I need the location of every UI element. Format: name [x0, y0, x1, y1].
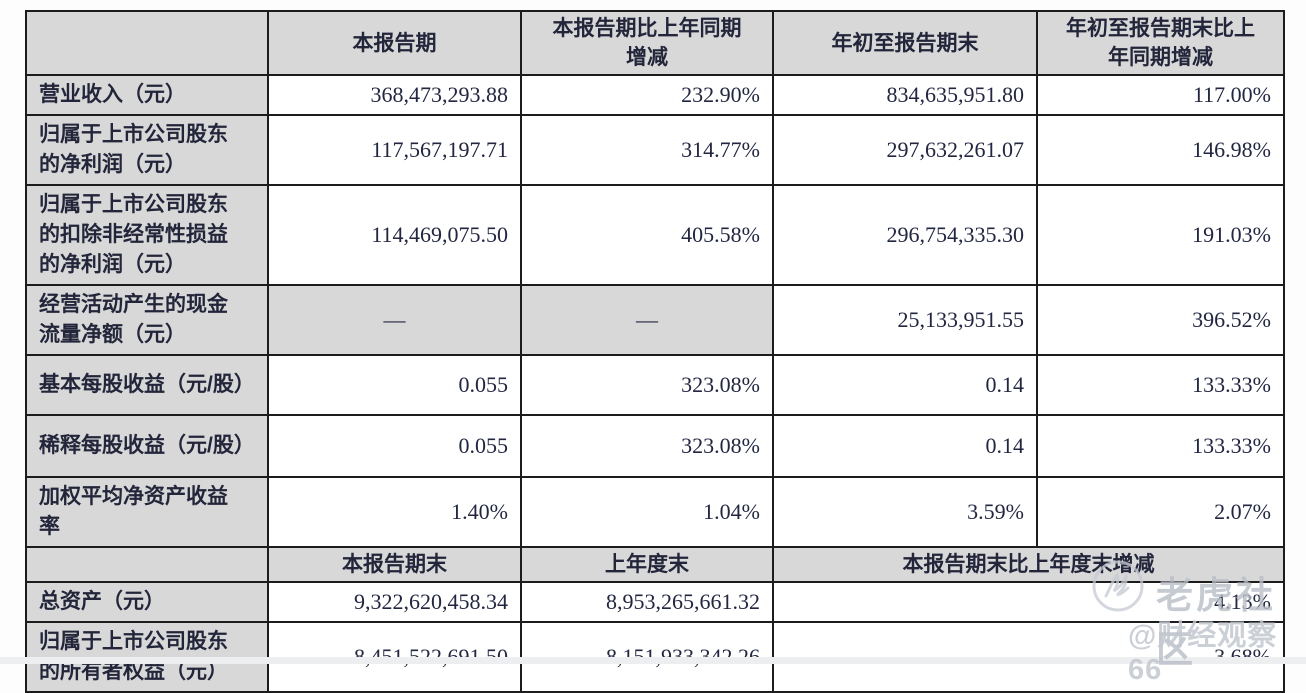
row-label: 营业收入（元） [25, 74, 269, 116]
cell-current-yoy-empty: — [520, 284, 774, 356]
cell-current: 1.40% [267, 476, 522, 548]
cell-ytd-yoy: 133.33% [1036, 354, 1285, 416]
cell-ytd: 297,632,261.07 [772, 114, 1038, 186]
header-current-period: 本报告期 [267, 10, 522, 76]
table-row-diluted-eps: 稀释每股收益（元/股） 0.055 323.08% 0.14 133.33% [25, 414, 1285, 478]
cell-current-yoy: 314.77% [520, 114, 774, 186]
header-change-vs-prev-year-end: 本报告期末比上年度末增减 [772, 546, 1285, 583]
row-label: 基本每股收益（元/股） [25, 354, 269, 416]
cell-ytd: 3.59% [772, 476, 1038, 548]
row-label: 经营活动产生的现金流量净额（元） [25, 284, 269, 356]
cell-ytd-yoy: 133.33% [1036, 414, 1285, 478]
header-row-period: 本报告期 本报告期比上年同期 增减 年初至报告期末 年初至报告期末比上 年同期增… [25, 10, 1285, 76]
row-label: 稀释每股收益（元/股） [25, 414, 269, 478]
cell-ytd: 25,133,951.55 [772, 284, 1038, 356]
cell-ytd-yoy: 146.98% [1036, 114, 1285, 186]
cell-ytd: 0.14 [772, 354, 1038, 416]
row-label: 加权平均净资产收益率 [25, 476, 269, 548]
table-row-basic-eps: 基本每股收益（元/股） 0.055 323.08% 0.14 133.33% [25, 354, 1285, 416]
header-ytd-yoy: 年初至报告期末比上 年同期增减 [1036, 10, 1285, 76]
cell-current: 0.055 [267, 354, 522, 416]
cell-current: 368,473,293.88 [267, 74, 522, 116]
cell-ytd-yoy: 2.07% [1036, 476, 1285, 548]
header-prev-year-end: 上年度末 [520, 546, 774, 583]
cell-ytd: 834,635,951.80 [772, 74, 1038, 116]
cell-current-yoy: 323.08% [520, 414, 774, 478]
cell-ytd: 0.14 [772, 414, 1038, 478]
cell-current-yoy: 323.08% [520, 354, 774, 416]
cell-ytd-yoy: 117.00% [1036, 74, 1285, 116]
cell-current-yoy: 1.04% [520, 476, 774, 548]
table-row-total-assets: 总资产（元） 9,322,620,458.34 8,953,265,661.32… [25, 581, 1285, 623]
cell-prev-year-end: 8,953,265,661.32 [520, 581, 774, 623]
cell-current-yoy: 232.90% [520, 74, 774, 116]
row-label: 归属于上市公司股东的净利润（元） [25, 114, 269, 186]
header-current-period-yoy: 本报告期比上年同期 增减 [520, 10, 774, 76]
table-row-net-profit-excl-nonrecurring: 归属于上市公司股东的扣除非经常性损益的净利润（元） 114,469,075.50… [25, 184, 1285, 286]
table-row-revenue: 营业收入（元） 368,473,293.88 232.90% 834,635,9… [25, 74, 1285, 116]
row-label: 总资产（元） [25, 581, 269, 623]
cell-current-empty: — [267, 284, 522, 356]
table-row-weighted-avg-roe: 加权平均净资产收益率 1.40% 1.04% 3.59% 2.07% [25, 476, 1285, 548]
header-row-period-end: 本报告期末 上年度末 本报告期末比上年度末增减 [25, 546, 1285, 583]
cell-ytd: 296,754,335.30 [772, 184, 1038, 286]
header-ytd: 年初至报告期末 [772, 10, 1038, 76]
cell-change: 4.13% [772, 581, 1285, 623]
financial-report-sheet: 本报告期 本报告期比上年同期 增减 年初至报告期末 年初至报告期末比上 年同期增… [25, 10, 1285, 693]
table-row-net-profit: 归属于上市公司股东的净利润（元） 117,567,197.71 314.77% … [25, 114, 1285, 186]
header2-corner-cell [25, 546, 269, 583]
cell-current: 0.055 [267, 414, 522, 478]
cell-current: 117,567,197.71 [267, 114, 522, 186]
cell-current-yoy: 405.58% [520, 184, 774, 286]
header-period-end: 本报告期末 [267, 546, 522, 583]
header-corner-cell [25, 10, 269, 76]
cell-ytd-yoy: 396.52% [1036, 284, 1285, 356]
cell-period-end: 9,322,620,458.34 [267, 581, 522, 623]
financial-summary-table: 本报告期 本报告期比上年同期 增减 年初至报告期末 年初至报告期末比上 年同期增… [25, 10, 1285, 693]
page-bottom-strip [0, 657, 1306, 664]
cell-current: 114,469,075.50 [267, 184, 522, 286]
table-row-operating-cash-flow: 经营活动产生的现金流量净额（元） — — 25,133,951.55 396.5… [25, 284, 1285, 356]
cell-ytd-yoy: 191.03% [1036, 184, 1285, 286]
row-label: 归属于上市公司股东的扣除非经常性损益的净利润（元） [25, 184, 269, 286]
